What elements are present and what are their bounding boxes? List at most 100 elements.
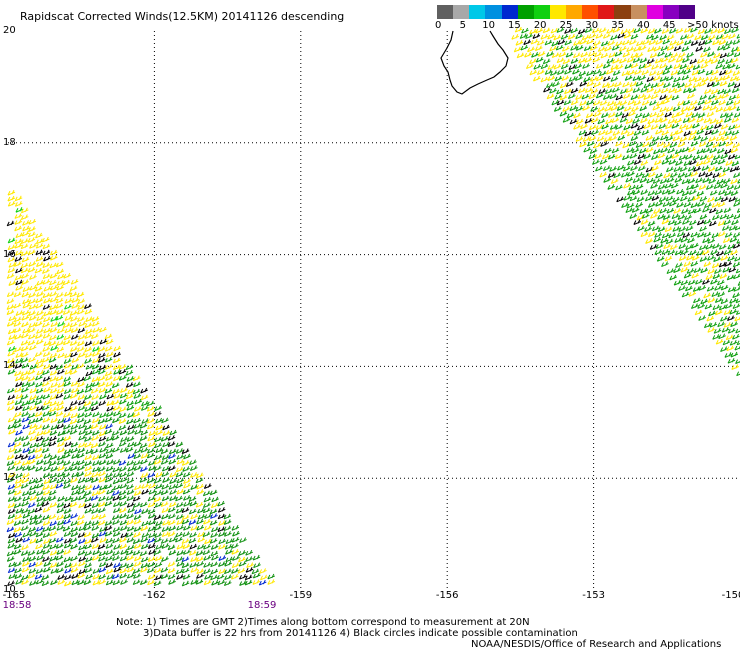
wind-barb xyxy=(84,322,93,329)
wind-barb xyxy=(608,52,617,58)
wind-barb xyxy=(694,105,702,112)
wind-barb xyxy=(216,573,225,580)
wind-barb xyxy=(736,76,740,82)
wind-barb xyxy=(49,520,58,527)
wind-barb xyxy=(625,207,634,214)
wind-barb xyxy=(679,195,688,202)
wind-barb xyxy=(49,562,58,568)
wind-barb xyxy=(14,219,23,225)
wind-barb xyxy=(588,124,597,131)
wind-barb xyxy=(20,250,29,257)
wind-barb xyxy=(665,154,673,160)
wind-barb xyxy=(84,484,93,491)
wind-barb xyxy=(127,388,135,395)
wind-barb xyxy=(63,272,71,279)
wind-barb xyxy=(113,501,121,508)
wind-barb xyxy=(698,184,707,191)
wind-barb xyxy=(119,573,127,579)
wind-barb xyxy=(667,249,676,256)
wind-barb xyxy=(42,436,50,443)
wind-barb xyxy=(160,489,169,496)
wind-barb xyxy=(579,100,587,107)
wind-barb xyxy=(113,410,121,417)
wind-barb xyxy=(7,416,16,423)
wind-barb xyxy=(134,429,143,435)
wind-barb xyxy=(674,249,683,256)
wind-barb xyxy=(155,471,164,478)
wind-barb xyxy=(104,416,113,423)
wind-barb xyxy=(7,508,16,515)
wind-barb xyxy=(7,513,16,520)
wind-barb xyxy=(105,375,113,381)
wind-barb xyxy=(211,579,219,586)
wind-barb xyxy=(646,87,655,93)
wind-barb xyxy=(656,81,665,88)
wind-barb xyxy=(189,459,197,466)
wind-barb xyxy=(15,279,23,286)
wind-barb xyxy=(680,106,689,112)
wind-barb xyxy=(613,100,622,107)
wind-barb xyxy=(92,381,100,388)
wind-barb xyxy=(609,124,618,130)
wind-barb xyxy=(615,40,623,47)
wind-barb xyxy=(140,394,149,401)
wind-barb xyxy=(595,63,604,69)
wind-barb xyxy=(598,88,606,95)
wind-barb xyxy=(202,490,211,497)
wind-barb xyxy=(712,154,721,161)
wind-barb xyxy=(14,370,22,377)
wind-barb xyxy=(84,543,92,550)
wind-barb xyxy=(91,525,100,531)
wind-barb xyxy=(42,465,51,472)
wind-barb xyxy=(691,69,700,76)
wind-barb xyxy=(583,45,592,52)
wind-barb xyxy=(671,123,680,129)
wind-barb xyxy=(210,568,219,575)
wind-barb xyxy=(704,303,713,310)
wind-barb xyxy=(732,333,740,340)
wind-barb xyxy=(232,530,240,537)
wind-barb xyxy=(697,68,706,75)
wind-barb xyxy=(175,556,184,563)
wind-barb xyxy=(85,364,94,370)
wind-barb xyxy=(168,513,176,520)
wind-barb xyxy=(547,75,556,82)
wind-barb xyxy=(21,460,30,466)
wind-barb xyxy=(617,32,626,39)
wind-barb xyxy=(48,340,57,347)
wind-barb xyxy=(77,514,85,521)
wind-barb xyxy=(49,406,57,413)
wind-barb xyxy=(29,580,37,586)
wind-barb xyxy=(639,57,648,64)
wind-barb xyxy=(585,112,594,119)
wind-barb xyxy=(239,573,247,580)
wind-barb xyxy=(706,81,715,88)
wind-barb xyxy=(720,298,729,305)
wind-barb xyxy=(56,423,65,430)
wind-barb xyxy=(85,328,93,335)
wind-barb xyxy=(133,561,142,567)
wind-barb xyxy=(160,573,169,580)
wind-barb xyxy=(584,130,592,137)
wind-barb xyxy=(728,196,737,203)
wind-barb xyxy=(713,183,722,190)
wind-barb xyxy=(607,184,615,190)
wind-barb xyxy=(36,490,44,496)
wind-barb xyxy=(615,184,623,191)
wind-barb xyxy=(99,412,107,419)
wind-barb xyxy=(119,392,128,399)
wind-barb xyxy=(69,285,78,292)
wind-barb xyxy=(202,507,211,514)
wind-barb xyxy=(78,556,87,562)
wind-barb xyxy=(667,219,676,226)
wind-barb xyxy=(176,454,184,460)
wind-barb xyxy=(633,219,642,225)
wind-barb xyxy=(722,44,731,51)
wind-barb xyxy=(730,351,739,358)
wind-barb xyxy=(679,123,687,130)
wind-barb xyxy=(677,69,685,75)
wind-barb xyxy=(601,123,609,130)
wind-barb xyxy=(664,52,673,58)
wind-barb xyxy=(584,27,593,34)
